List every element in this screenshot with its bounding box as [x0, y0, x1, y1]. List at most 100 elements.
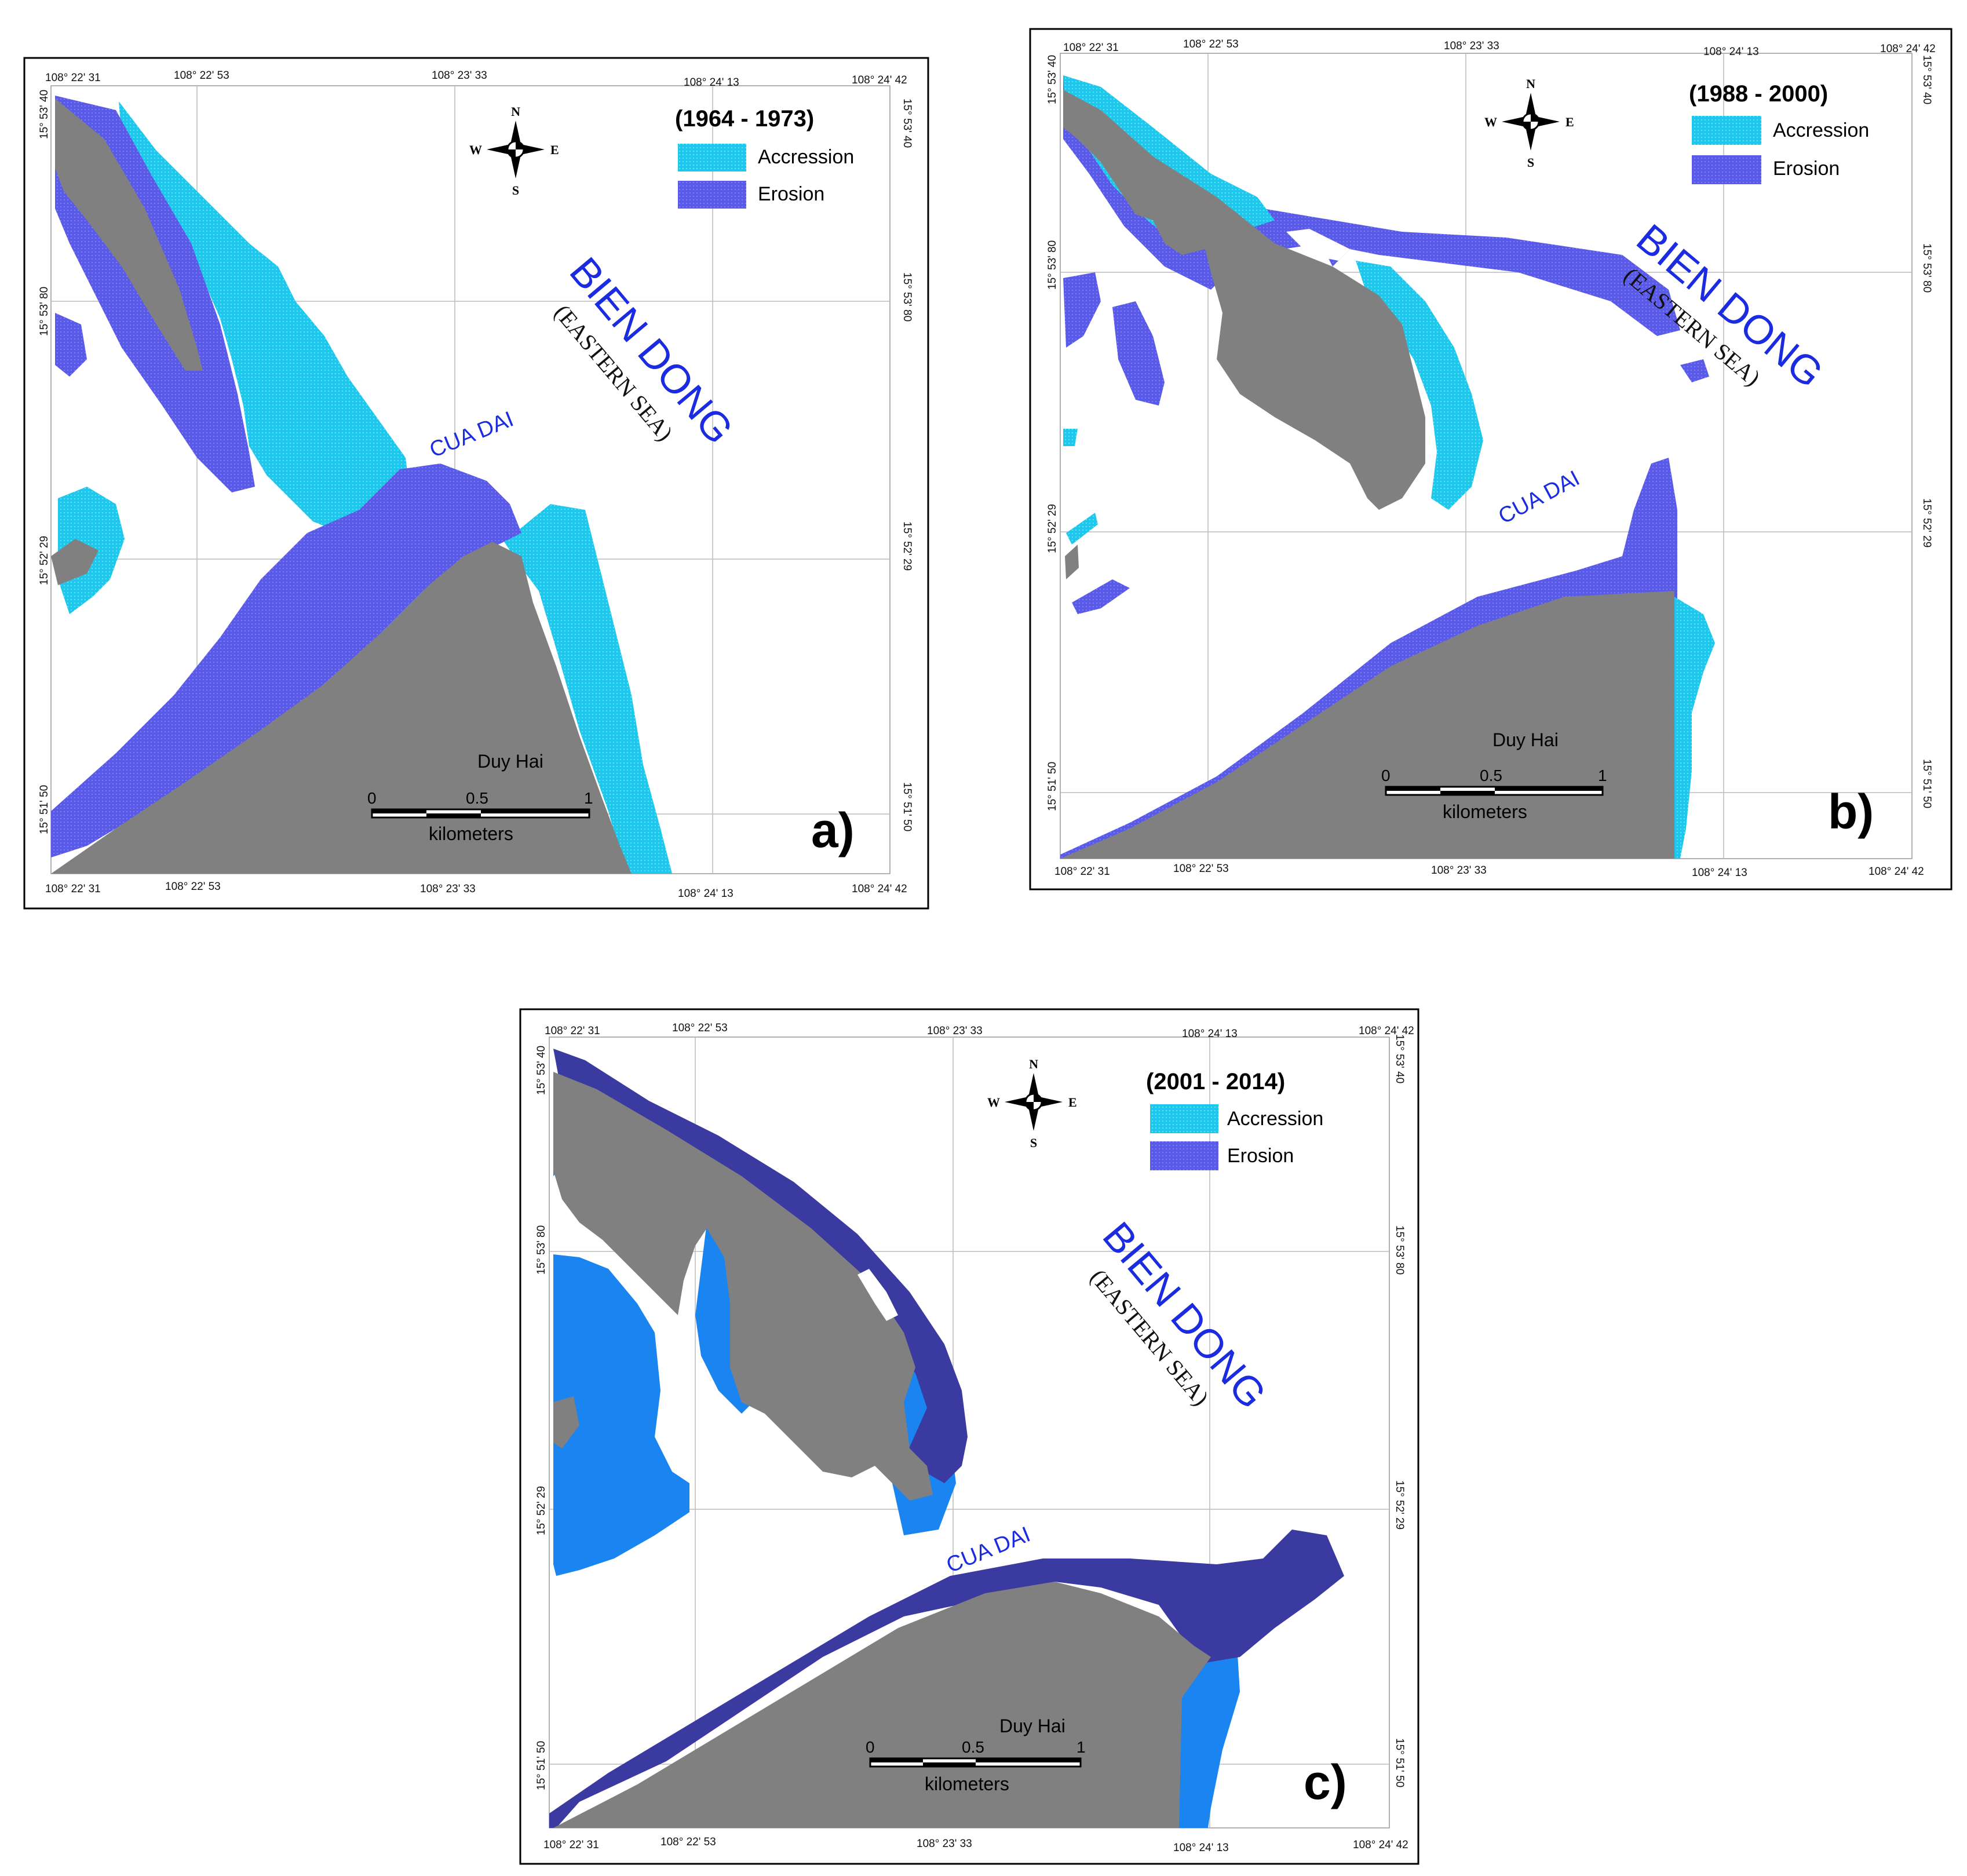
panel-c-legend-erosion: Erosion — [1227, 1145, 1294, 1167]
panel-b-erosion-w1 — [1063, 272, 1101, 348]
panel-a-period: (1964 - 1973) — [675, 106, 814, 132]
svg-text:108° 24' 42: 108° 24' 42 — [1880, 43, 1936, 55]
svg-text:108° 22' 31: 108° 22' 31 — [45, 883, 101, 895]
svg-text:0.5: 0.5 — [962, 1738, 984, 1756]
svg-text:15° 51' 50: 15° 51' 50 — [38, 785, 50, 834]
svg-text:108° 24' 42: 108° 24' 42 — [852, 74, 907, 86]
panel-c-accession-west — [553, 1254, 689, 1576]
svg-text:15° 52' 29: 15° 52' 29 — [901, 521, 913, 571]
svg-text:W: W — [1484, 115, 1497, 129]
svg-text:15° 51' 50: 15° 51' 50 — [1921, 759, 1933, 808]
panel-a-place-label: Duy Hai — [477, 751, 543, 772]
panel-a-legend-accession: Accression — [758, 146, 854, 168]
svg-text:15° 51' 50: 15° 51' 50 — [901, 782, 913, 831]
svg-text:108° 22' 31: 108° 22' 31 — [1063, 42, 1119, 54]
svg-text:W: W — [469, 143, 482, 157]
panel-c-place-label: Duy Hai — [999, 1716, 1065, 1736]
svg-text:15° 53' 80: 15° 53' 80 — [38, 287, 50, 336]
svg-text:108° 23' 33: 108° 23' 33 — [1444, 40, 1499, 52]
svg-text:1: 1 — [584, 789, 593, 807]
panel-a-letter: a) — [811, 803, 855, 857]
panel-a-land-duyhai — [51, 542, 632, 874]
svg-text:108° 22' 53: 108° 22' 53 — [1183, 38, 1239, 50]
svg-text:108° 22' 53: 108° 22' 53 — [672, 1022, 728, 1034]
panel-b-period: (1988 - 2000) — [1689, 81, 1828, 107]
panel-a-legend-accession-swatch — [678, 144, 746, 171]
svg-text:15° 53' 40: 15° 53' 40 — [1393, 1034, 1406, 1083]
svg-text:N: N — [511, 104, 520, 119]
svg-text:108° 24' 13: 108° 24' 13 — [1182, 1028, 1238, 1040]
svg-text:E: E — [550, 143, 559, 157]
svg-text:108° 24' 42: 108° 24' 42 — [852, 883, 907, 895]
panel-c-legend-accession: Accression — [1227, 1108, 1323, 1130]
svg-text:0: 0 — [866, 1738, 875, 1756]
panel-b-compass-icon: N S E W — [1484, 76, 1574, 170]
svg-text:108° 24' 13: 108° 24' 13 — [1703, 46, 1759, 58]
panel-b-scale-bar: 0 0.5 1 kilometers — [1381, 767, 1607, 822]
svg-text:0.5: 0.5 — [466, 789, 488, 807]
panel-b-legend-accession: Accression — [1773, 119, 1869, 141]
panel-c-legend-accession-swatch — [1150, 1104, 1218, 1133]
panel-c-letter: c) — [1304, 1755, 1347, 1809]
svg-text:108° 24' 13: 108° 24' 13 — [678, 888, 733, 900]
svg-text:15° 51' 50: 15° 51' 50 — [1393, 1738, 1406, 1787]
panel-a-accession-east — [504, 504, 672, 874]
panel-a-erosion-islet — [55, 313, 87, 377]
svg-text:15° 52' 29: 15° 52' 29 — [1921, 498, 1933, 548]
svg-text:S: S — [1030, 1136, 1037, 1150]
panel-c-accession-east — [1176, 1645, 1240, 1828]
svg-text:108° 24' 13: 108° 24' 13 — [684, 76, 739, 89]
svg-text:15° 53' 40: 15° 53' 40 — [901, 98, 913, 148]
panel-b-accession-w1 — [1063, 429, 1078, 446]
svg-text:15° 53' 80: 15° 53' 80 — [1393, 1225, 1406, 1275]
svg-text:15° 52' 29: 15° 52' 29 — [38, 536, 50, 585]
panel-a: (1964 - 1973) Accression Erosion N S E W… — [23, 57, 929, 910]
panel-b-accession-spit — [1356, 261, 1483, 510]
svg-text:108° 24' 42: 108° 24' 42 — [1359, 1025, 1414, 1037]
panel-c-scale-bar: 0 0.5 1 kilometers — [866, 1738, 1086, 1794]
svg-text:S: S — [1527, 155, 1534, 170]
svg-text:15° 52' 29: 15° 52' 29 — [1046, 504, 1059, 553]
panel-b-erosion-islet — [1680, 359, 1709, 382]
svg-text:15° 53' 40: 15° 53' 40 — [1046, 55, 1059, 104]
panel-b-legend-erosion-swatch — [1692, 155, 1761, 184]
svg-text:kilometers: kilometers — [925, 1773, 1009, 1794]
svg-text:15° 53' 80: 15° 53' 80 — [1921, 243, 1933, 293]
svg-text:108° 22' 31: 108° 22' 31 — [45, 72, 101, 84]
panel-a-legend-erosion-swatch — [678, 181, 746, 209]
svg-text:kilometers: kilometers — [1443, 801, 1527, 822]
svg-text:108° 24' 13: 108° 24' 13 — [1173, 1842, 1229, 1854]
panel-b: (1988 - 2000) Accression Erosion N S E W… — [1029, 28, 1953, 890]
svg-text:1: 1 — [1076, 1738, 1086, 1756]
panel-c-compass-icon: N S E W — [987, 1057, 1077, 1150]
panel-c: (2001 - 2014) Accression Erosion N S E W… — [519, 1008, 1419, 1865]
svg-text:1: 1 — [1598, 767, 1607, 784]
svg-text:S: S — [512, 183, 519, 198]
svg-text:15° 53' 80: 15° 53' 80 — [535, 1225, 548, 1275]
panel-b-land-islet — [1065, 545, 1079, 579]
panel-c-erosion-mouth — [549, 1530, 1344, 1828]
panel-a-compass-icon: N S E W — [469, 104, 559, 198]
svg-text:15° 53' 80: 15° 53' 80 — [901, 272, 913, 322]
svg-text:W: W — [987, 1095, 1000, 1109]
panel-b-accession-east — [1669, 597, 1715, 859]
svg-text:kilometers: kilometers — [429, 823, 513, 844]
svg-text:0.5: 0.5 — [1480, 767, 1502, 784]
svg-text:108° 24' 42: 108° 24' 42 — [1869, 866, 1924, 878]
panel-c-coord-labels: 108° 22' 31 108° 22' 53 108° 23' 33 108°… — [535, 1022, 1414, 1854]
panel-b-letter: b) — [1828, 784, 1874, 839]
panel-c-lagoon — [857, 1269, 898, 1321]
svg-text:108° 22' 53: 108° 22' 53 — [660, 1836, 716, 1848]
svg-text:108° 22' 31: 108° 22' 31 — [545, 1025, 600, 1037]
panel-a-legend-erosion: Erosion — [758, 183, 824, 205]
svg-text:0: 0 — [1381, 767, 1391, 784]
svg-text:108° 22' 53: 108° 22' 53 — [165, 881, 221, 893]
svg-text:15° 53' 40: 15° 53' 40 — [38, 90, 50, 139]
svg-text:108° 23' 33: 108° 23' 33 — [917, 1838, 972, 1850]
svg-text:15° 52' 29: 15° 52' 29 — [1393, 1480, 1406, 1530]
svg-text:108° 22' 31: 108° 22' 31 — [1054, 866, 1110, 878]
svg-text:E: E — [1565, 115, 1574, 129]
svg-text:108° 22' 31: 108° 22' 31 — [543, 1839, 599, 1851]
svg-text:N: N — [1526, 76, 1535, 91]
